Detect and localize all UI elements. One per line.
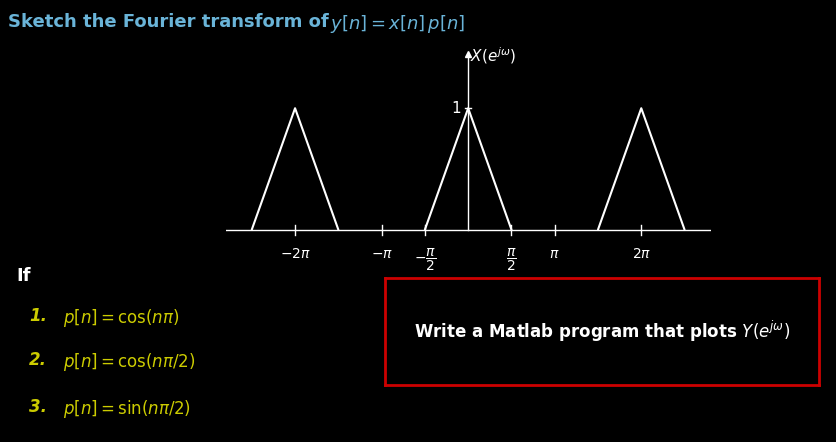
Text: $-\dfrac{\pi}{2}$: $-\dfrac{\pi}{2}$: [414, 247, 436, 273]
Text: $\dfrac{\pi}{2}$: $\dfrac{\pi}{2}$: [506, 247, 517, 273]
Text: $-2\pi$: $-2\pi$: [279, 247, 310, 261]
Text: If: If: [17, 267, 31, 286]
Text: Write a Matlab program that plots $Y(e^{j\omega})$: Write a Matlab program that plots $Y(e^{…: [414, 319, 790, 344]
Text: 1.: 1.: [29, 307, 48, 325]
Text: $p[n] = \cos(n\pi)$: $p[n] = \cos(n\pi)$: [63, 307, 179, 329]
Text: 1: 1: [451, 101, 461, 116]
Text: $2\pi$: $2\pi$: [631, 247, 651, 261]
Text: 2.: 2.: [29, 351, 48, 370]
Text: $-\pi$: $-\pi$: [370, 247, 393, 261]
Text: $\pi$: $\pi$: [549, 247, 560, 261]
Text: $p[n] = \sin(n\pi/2)$: $p[n] = \sin(n\pi/2)$: [63, 398, 191, 420]
Text: $p[n] = \cos(n\pi/2)$: $p[n] = \cos(n\pi/2)$: [63, 351, 195, 373]
Text: $X(e^{j\omega})$: $X(e^{j\omega})$: [470, 45, 516, 66]
Text: 3.: 3.: [29, 398, 48, 416]
Text: $y[n] = x[n]\, p[n]$: $y[n] = x[n]\, p[n]$: [330, 13, 466, 35]
Text: Sketch the Fourier transform of: Sketch the Fourier transform of: [8, 13, 335, 31]
